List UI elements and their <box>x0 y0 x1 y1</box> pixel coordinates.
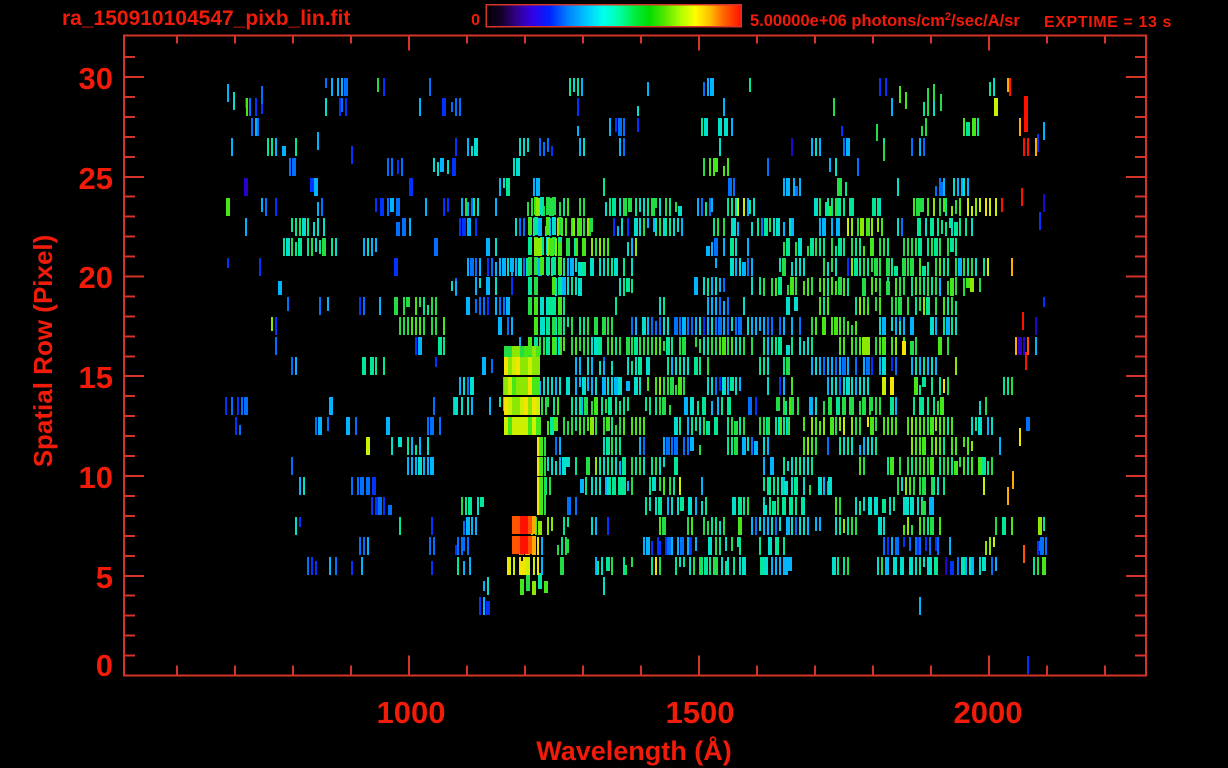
svg-text:Spatial Row (Pixel): Spatial Row (Pixel) <box>28 235 58 468</box>
svg-text:0: 0 <box>96 648 113 683</box>
svg-text:0: 0 <box>471 12 480 29</box>
svg-text:20: 20 <box>79 260 113 295</box>
svg-text:1500: 1500 <box>666 695 735 730</box>
svg-text:15: 15 <box>79 360 113 395</box>
svg-text:10: 10 <box>79 460 113 495</box>
svg-text:2000: 2000 <box>954 695 1023 730</box>
svg-text:1000: 1000 <box>377 695 446 730</box>
svg-text:Wavelength (Å): Wavelength (Å) <box>536 735 732 766</box>
svg-text:EXPTIME = 13 s: EXPTIME = 13 s <box>1044 14 1172 31</box>
svg-text:30: 30 <box>79 61 113 96</box>
svg-text:5.00000e+06 photons/cm2/sec/A/: 5.00000e+06 photons/cm2/sec/A/sr <box>750 11 1020 30</box>
svg-text:5: 5 <box>96 560 113 595</box>
svg-text:ra_150910104547_pixb_lin.fit: ra_150910104547_pixb_lin.fit <box>62 7 350 30</box>
svg-text:25: 25 <box>79 161 113 196</box>
